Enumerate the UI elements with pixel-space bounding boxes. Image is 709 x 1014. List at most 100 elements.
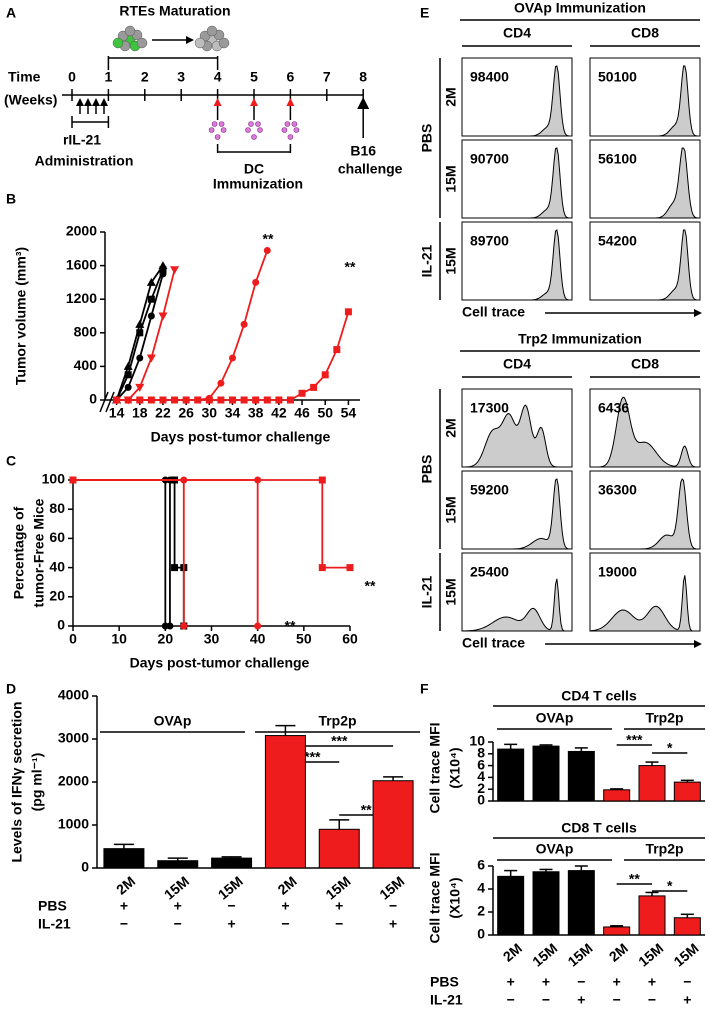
annotation: ** bbox=[263, 231, 274, 247]
treatment-sign: − bbox=[613, 992, 621, 1008]
annotation: ** bbox=[285, 618, 296, 634]
treatment-sign: + bbox=[174, 898, 182, 914]
annotation: ** bbox=[345, 259, 356, 275]
y-tick-label: 4 bbox=[477, 880, 485, 896]
treatment-label: PBS bbox=[38, 898, 67, 914]
y-tick-label: 400 bbox=[74, 357, 98, 373]
mfi-value: 36300 bbox=[598, 482, 637, 498]
marker bbox=[136, 354, 144, 362]
histogram bbox=[589, 147, 701, 219]
annotation: Immunization bbox=[213, 176, 303, 192]
x-tick-label: 14 bbox=[109, 405, 125, 421]
bar bbox=[673, 781, 701, 802]
row-label: 2M bbox=[443, 418, 459, 437]
x-tick-label: 15M bbox=[670, 940, 701, 970]
marker bbox=[124, 371, 132, 379]
histogram bbox=[589, 229, 701, 301]
marker bbox=[217, 396, 225, 404]
series-line bbox=[73, 479, 185, 626]
marker bbox=[170, 266, 180, 275]
x-tick-label: 2M bbox=[606, 940, 631, 965]
panel-label: F bbox=[420, 681, 429, 697]
histogram bbox=[461, 578, 572, 632]
x-tick-label: 54 bbox=[341, 405, 357, 421]
y-tick-label: 6 bbox=[477, 857, 485, 873]
annotation: rIL-21 bbox=[63, 132, 101, 148]
x-axis-label: Days post-tumor challenge bbox=[151, 429, 331, 445]
x-axis-label: Cell trace bbox=[462, 635, 525, 651]
group-label: OVAp bbox=[536, 710, 574, 726]
cell-icon bbox=[206, 25, 218, 37]
mfi-value: 56100 bbox=[598, 151, 637, 167]
y-tick-label: 60 bbox=[49, 529, 65, 545]
marker bbox=[263, 396, 271, 404]
x-tick-label: 60 bbox=[342, 631, 358, 647]
cell-icon bbox=[218, 37, 230, 49]
series-line bbox=[73, 479, 185, 626]
marker bbox=[135, 383, 145, 392]
column-label: CD8 bbox=[631, 356, 659, 372]
x-axis-label: Days post-tumor challenge bbox=[130, 655, 310, 671]
panel-label: E bbox=[420, 5, 429, 21]
dc-icon bbox=[293, 127, 300, 133]
mfi-value: 17300 bbox=[470, 400, 509, 416]
bar bbox=[157, 860, 199, 869]
flow-title: OVAp Immunization bbox=[514, 0, 646, 16]
marker bbox=[180, 622, 188, 630]
treatment-sign: + bbox=[389, 916, 397, 932]
marker bbox=[135, 319, 145, 328]
marker bbox=[124, 383, 132, 391]
x-tick-label: 18 bbox=[132, 405, 148, 421]
marker bbox=[171, 396, 179, 404]
histogram bbox=[461, 65, 573, 137]
dc-icon bbox=[284, 121, 291, 127]
dc-icon bbox=[287, 134, 294, 140]
chart-title: CD4 T cells bbox=[561, 688, 637, 704]
row-label: 15M bbox=[443, 578, 459, 605]
bar bbox=[603, 789, 631, 802]
bar bbox=[673, 917, 701, 936]
group-label: OVAp bbox=[154, 713, 192, 729]
treatment-sign: + bbox=[227, 916, 235, 932]
y-tick-label: 10 bbox=[469, 733, 485, 749]
series-line bbox=[73, 479, 350, 569]
x-tick-label: 40 bbox=[250, 631, 266, 647]
x-tick-label: 2M bbox=[113, 873, 138, 898]
marker bbox=[124, 396, 132, 404]
group-label: Trp2p bbox=[318, 713, 356, 729]
marker bbox=[310, 383, 318, 391]
chart-title: CD8 T cells bbox=[561, 820, 637, 836]
mfi-value: 19000 bbox=[598, 564, 637, 580]
cell-icon bbox=[112, 37, 124, 49]
row-label: 15M bbox=[443, 496, 459, 523]
marker bbox=[146, 354, 156, 363]
treatment-sign: − bbox=[648, 992, 656, 1008]
axis-label: Cell trace MFI bbox=[427, 852, 443, 943]
y-tick-label: 2 bbox=[477, 780, 485, 796]
treatment-sign: − bbox=[577, 974, 585, 990]
column-label: CD8 bbox=[631, 25, 659, 41]
marker bbox=[123, 361, 133, 370]
y-tick-label: 4 bbox=[477, 768, 485, 784]
significance: *** bbox=[331, 733, 348, 749]
axis-label: (X10⁴) bbox=[447, 877, 463, 918]
histogram bbox=[589, 575, 700, 632]
y-tick-label: 3000 bbox=[58, 730, 89, 746]
treatment-sign: + bbox=[120, 898, 128, 914]
treatment-sign: + bbox=[648, 974, 656, 990]
series-line bbox=[73, 479, 167, 626]
y-tick-label: 800 bbox=[74, 324, 98, 340]
week-label: 4 bbox=[214, 69, 222, 85]
cell-icon bbox=[124, 25, 136, 37]
marker bbox=[146, 277, 156, 286]
y-tick-label: 1600 bbox=[66, 256, 97, 272]
marker bbox=[240, 320, 248, 328]
group-label: Trp2p bbox=[645, 841, 683, 857]
marker bbox=[318, 476, 326, 484]
annotation: DC bbox=[244, 161, 264, 177]
x-tick-label: 50 bbox=[317, 405, 333, 421]
y-tick-label: 6 bbox=[477, 756, 485, 772]
marker bbox=[113, 396, 121, 404]
